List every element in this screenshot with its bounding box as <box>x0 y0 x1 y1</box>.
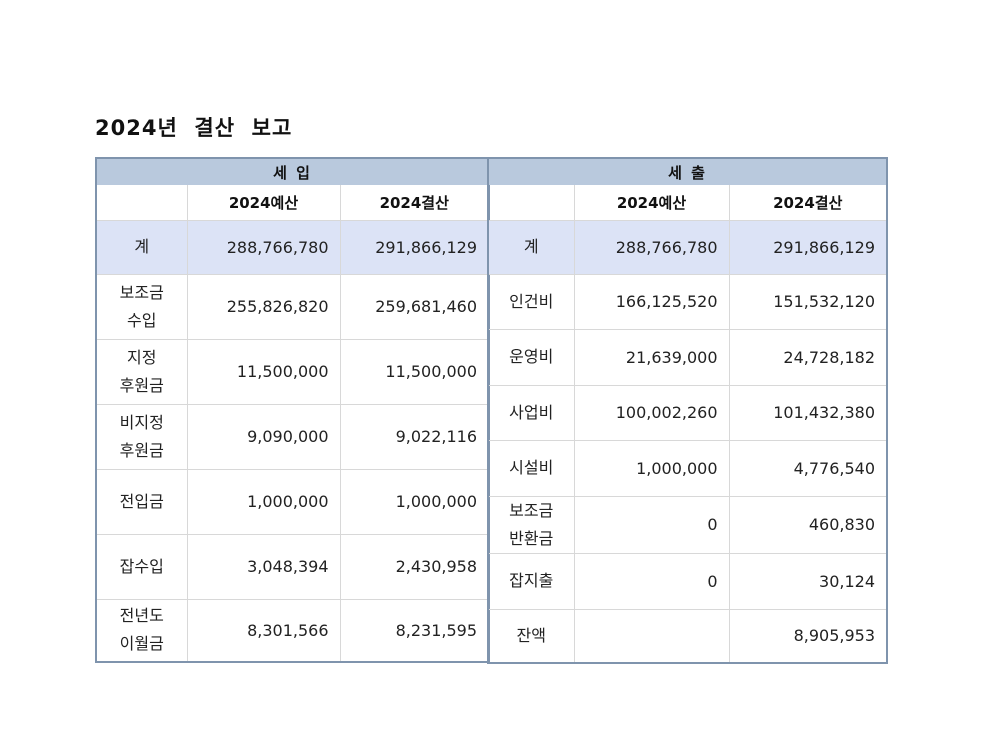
settle-value: 259,681,460 <box>340 274 489 340</box>
table-row: 인건비 166,125,520 151,532,120 <box>488 274 887 330</box>
table-row: 잡지출 0 30,124 <box>488 553 887 610</box>
settle-value: 460,830 <box>729 496 887 554</box>
budget-value: 1,000,000 <box>574 440 730 497</box>
row-label: 잡수입 <box>96 534 188 600</box>
settle-value: 101,432,380 <box>729 385 887 441</box>
settle-value: 4,776,540 <box>729 440 887 497</box>
table-row: 보조금 반환금 0 460,830 <box>488 496 887 554</box>
budget-value: 255,826,820 <box>187 274 341 340</box>
expense-col-budget: 2024예산 <box>574 185 730 221</box>
budget-value: 3,048,394 <box>187 534 341 600</box>
revenue-col-settle: 2024결산 <box>340 185 489 221</box>
settle-value: 8,231,595 <box>395 620 477 640</box>
row-label: 운영비 <box>488 329 575 386</box>
settle-value: 8,905,953 <box>793 626 875 646</box>
budget-value: 8,301,566 <box>187 599 341 662</box>
expense-total-row: 계 288,766,780 291,866,129 <box>488 220 887 275</box>
revenue-total-row: 계 288,766,780 291,866,129 <box>96 220 489 275</box>
row-label: 잔액 <box>488 609 575 663</box>
row-label: 사업비 <box>488 385 575 441</box>
table-row: 지정 후원금 11,500,000 11,500,000 <box>96 339 489 405</box>
expense-col-settle: 2024결산 <box>729 185 887 221</box>
settle-value: 291,866,129 <box>340 220 489 275</box>
table-row: 전입금 1,000,000 1,000,000 <box>96 469 489 535</box>
table-row: 잡수입 3,048,394 2,430,958 <box>96 534 489 600</box>
table-row: 전년도 이월금 8,301,566 8,231,595 <box>96 599 489 662</box>
budget-value: 100,002,260 <box>574 385 730 441</box>
row-label: 보조금 수입 <box>96 274 188 340</box>
revenue-header: 세 입 <box>96 158 489 185</box>
revenue-corner-cell <box>96 185 188 221</box>
row-label: 비지정 후원금 <box>96 404 188 470</box>
row-label: 계 <box>96 220 188 275</box>
row-label: 지정 후원금 <box>96 339 188 405</box>
row-label: 시설비 <box>488 440 575 497</box>
row-label: 인건비 <box>488 274 575 330</box>
budget-value: 11,500,000 <box>187 339 341 405</box>
expense-table: 세 출 2024예산 2024결산 계 288,766,780 291,866,… <box>487 157 888 664</box>
budget-value: 288,766,780 <box>574 220 730 275</box>
expense-corner-cell <box>488 185 575 221</box>
table-row: 사업비 100,002,260 101,432,380 <box>488 385 887 441</box>
settle-value: 9,022,116 <box>340 404 489 470</box>
row-label: 전입금 <box>96 469 188 535</box>
page-title: 2024년 결산 보고 <box>95 116 293 140</box>
row-label: 잡지출 <box>488 553 575 610</box>
table-row: 비지정 후원금 9,090,000 9,022,116 <box>96 404 489 470</box>
table-row: 잔액 8,905,953 <box>488 609 887 663</box>
row-label: 보조금 반환금 <box>488 496 575 554</box>
row-label: 계 <box>488 220 575 275</box>
revenue-col-budget: 2024예산 <box>187 185 341 221</box>
settle-value: 30,124 <box>729 553 887 610</box>
budget-value: 1,000,000 <box>187 469 341 535</box>
budget-value: 288,766,780 <box>187 220 341 275</box>
budget-value: 0 <box>574 496 730 554</box>
table-row: 운영비 21,639,000 24,728,182 <box>488 329 887 386</box>
budget-value: 21,639,000 <box>574 329 730 386</box>
settle-value: 1,000,000 <box>340 469 489 535</box>
budget-value <box>574 609 730 663</box>
budget-value: 0 <box>574 553 730 610</box>
row-label: 전년도 이월금 <box>96 599 188 662</box>
settle-value: 291,866,129 <box>729 220 887 275</box>
table-row: 보조금 수입 255,826,820 259,681,460 <box>96 274 489 340</box>
revenue-table: 세 입 2024예산 2024결산 계 288,766,780 291,866,… <box>95 157 490 663</box>
settle-value: 151,532,120 <box>729 274 887 330</box>
settle-value: 2,430,958 <box>340 534 489 600</box>
budget-value: 166,125,520 <box>574 274 730 330</box>
expense-header: 세 출 <box>488 158 887 185</box>
budget-value: 9,090,000 <box>187 404 341 470</box>
table-row: 시설비 1,000,000 4,776,540 <box>488 440 887 497</box>
settle-value: 11,500,000 <box>340 339 489 405</box>
settle-value: 24,728,182 <box>729 329 887 386</box>
